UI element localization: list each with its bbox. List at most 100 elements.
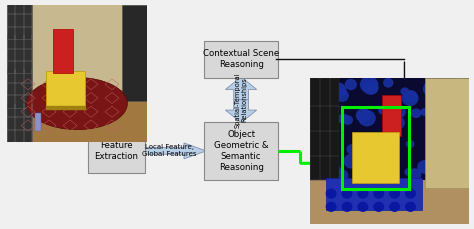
Circle shape bbox=[325, 181, 336, 191]
Circle shape bbox=[375, 195, 387, 206]
Circle shape bbox=[356, 140, 370, 153]
Circle shape bbox=[344, 202, 353, 211]
Circle shape bbox=[424, 82, 440, 97]
Circle shape bbox=[353, 140, 370, 155]
Text: Spatial-Temporal
Relationships: Spatial-Temporal Relationships bbox=[235, 72, 247, 128]
Circle shape bbox=[390, 156, 397, 162]
Polygon shape bbox=[7, 90, 147, 142]
Circle shape bbox=[437, 184, 445, 192]
Polygon shape bbox=[310, 78, 469, 224]
FancyBboxPatch shape bbox=[382, 95, 401, 136]
Circle shape bbox=[432, 136, 444, 147]
Circle shape bbox=[410, 213, 419, 220]
Circle shape bbox=[356, 109, 370, 122]
Circle shape bbox=[391, 117, 404, 129]
Polygon shape bbox=[7, 5, 147, 94]
Polygon shape bbox=[143, 143, 206, 159]
Circle shape bbox=[342, 197, 359, 212]
Polygon shape bbox=[310, 78, 339, 180]
Circle shape bbox=[342, 189, 352, 198]
Circle shape bbox=[406, 202, 415, 211]
Polygon shape bbox=[122, 5, 147, 101]
Circle shape bbox=[326, 202, 336, 211]
Circle shape bbox=[405, 187, 419, 200]
Circle shape bbox=[369, 86, 376, 93]
Circle shape bbox=[313, 125, 321, 133]
Text: Contextual Scene
Reasoning: Contextual Scene Reasoning bbox=[203, 49, 279, 69]
Polygon shape bbox=[102, 130, 130, 137]
Polygon shape bbox=[7, 0, 32, 39]
Circle shape bbox=[418, 161, 431, 173]
Circle shape bbox=[358, 189, 368, 198]
Circle shape bbox=[342, 202, 352, 211]
Circle shape bbox=[390, 202, 400, 211]
Circle shape bbox=[379, 106, 387, 114]
Circle shape bbox=[451, 78, 466, 93]
Circle shape bbox=[407, 141, 414, 147]
Polygon shape bbox=[7, 35, 32, 73]
FancyBboxPatch shape bbox=[204, 122, 278, 180]
Circle shape bbox=[323, 163, 333, 171]
Circle shape bbox=[401, 192, 409, 199]
Circle shape bbox=[374, 189, 383, 198]
Ellipse shape bbox=[27, 77, 128, 130]
Circle shape bbox=[405, 91, 417, 101]
Text: Feature
Extraction: Feature Extraction bbox=[94, 141, 138, 161]
Circle shape bbox=[319, 188, 335, 203]
Circle shape bbox=[360, 194, 376, 209]
Circle shape bbox=[406, 189, 415, 198]
Circle shape bbox=[384, 79, 393, 87]
Circle shape bbox=[388, 184, 406, 200]
FancyBboxPatch shape bbox=[46, 71, 85, 109]
Circle shape bbox=[354, 166, 368, 180]
Circle shape bbox=[409, 169, 421, 180]
Circle shape bbox=[338, 206, 348, 215]
FancyBboxPatch shape bbox=[53, 29, 73, 73]
Circle shape bbox=[361, 77, 378, 93]
Polygon shape bbox=[425, 78, 469, 188]
Circle shape bbox=[448, 181, 456, 188]
Polygon shape bbox=[7, 69, 32, 108]
Circle shape bbox=[413, 206, 430, 222]
Circle shape bbox=[440, 176, 454, 188]
Circle shape bbox=[402, 91, 418, 105]
Circle shape bbox=[358, 202, 368, 211]
Circle shape bbox=[403, 191, 410, 197]
Circle shape bbox=[384, 133, 396, 144]
Text: Object
Geometric &
Semantic
Reasoning: Object Geometric & Semantic Reasoning bbox=[214, 130, 268, 172]
Circle shape bbox=[347, 145, 357, 154]
Circle shape bbox=[338, 114, 348, 123]
Circle shape bbox=[343, 116, 352, 124]
Circle shape bbox=[344, 154, 359, 168]
Circle shape bbox=[323, 207, 337, 219]
Circle shape bbox=[353, 197, 367, 210]
Circle shape bbox=[359, 111, 375, 126]
Text: Local Feature,
Global Features: Local Feature, Global Features bbox=[142, 144, 197, 157]
Circle shape bbox=[336, 170, 348, 181]
Circle shape bbox=[442, 105, 456, 117]
FancyBboxPatch shape bbox=[352, 132, 400, 183]
Circle shape bbox=[460, 108, 468, 116]
Circle shape bbox=[330, 83, 346, 98]
Circle shape bbox=[401, 88, 409, 95]
FancyBboxPatch shape bbox=[35, 113, 41, 131]
Circle shape bbox=[411, 109, 420, 117]
Circle shape bbox=[307, 99, 321, 112]
Circle shape bbox=[437, 169, 445, 177]
Circle shape bbox=[446, 126, 456, 136]
Circle shape bbox=[405, 169, 412, 175]
Circle shape bbox=[432, 90, 442, 100]
Circle shape bbox=[421, 109, 428, 115]
Circle shape bbox=[325, 113, 339, 127]
FancyBboxPatch shape bbox=[204, 41, 278, 78]
Polygon shape bbox=[226, 77, 257, 100]
Circle shape bbox=[326, 189, 336, 198]
Circle shape bbox=[331, 104, 339, 111]
Circle shape bbox=[364, 81, 378, 94]
Circle shape bbox=[442, 124, 457, 138]
Circle shape bbox=[316, 93, 329, 105]
Circle shape bbox=[373, 171, 386, 183]
Polygon shape bbox=[226, 100, 257, 123]
Circle shape bbox=[374, 202, 383, 211]
Circle shape bbox=[389, 133, 395, 139]
